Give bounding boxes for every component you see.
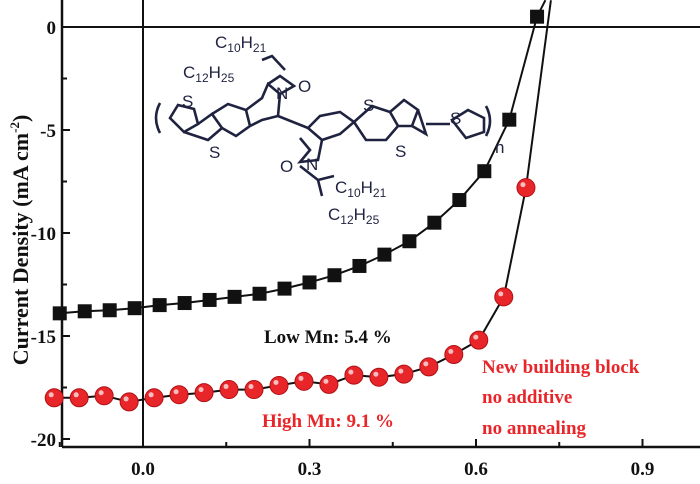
data-point-highlight xyxy=(198,387,204,393)
data-point-highlight xyxy=(298,375,304,381)
svg-text:C10H21: C10H21 xyxy=(215,33,267,55)
data-point-high-mn xyxy=(516,178,536,198)
annotation-high-mn: High Mn: 9.1 % xyxy=(262,411,394,432)
data-point-low-mn xyxy=(202,292,217,307)
data-point-low-mn xyxy=(530,9,545,24)
data-point-highlight xyxy=(323,378,329,384)
data-point-low-mn xyxy=(277,281,292,296)
y-tick-label: -15 xyxy=(31,327,56,348)
data-point-highlight xyxy=(123,396,129,402)
data-point-high-mn xyxy=(294,371,314,391)
data-point-low-mn xyxy=(327,268,342,283)
annotation-new-building-block: New building block xyxy=(482,357,640,378)
svg-text:S: S xyxy=(395,142,406,161)
data-point-highlight xyxy=(398,368,404,374)
data-point-highlight xyxy=(498,291,504,297)
data-point-highlight xyxy=(248,384,254,390)
fit-curve-low-mn xyxy=(59,0,547,315)
data-point-high-mn xyxy=(219,380,239,400)
svg-text:C12H25: C12H25 xyxy=(183,63,235,85)
data-point-high-mn xyxy=(469,330,489,350)
svg-text:n: n xyxy=(495,138,504,157)
svg-text:N: N xyxy=(306,155,318,174)
svg-text:N: N xyxy=(276,84,288,103)
data-point-low-mn xyxy=(402,234,417,249)
data-point-high-mn xyxy=(44,388,64,408)
data-point-highlight xyxy=(520,182,526,188)
y-tick-label: -5 xyxy=(40,121,56,142)
data-point-high-mn xyxy=(244,380,264,400)
svg-text:S: S xyxy=(209,143,220,162)
data-point-high-mn xyxy=(144,388,164,408)
data-point-low-mn xyxy=(452,193,467,208)
x-tick-label: 0.0 xyxy=(131,459,155,480)
data-point-highlight xyxy=(73,392,79,398)
annotation-low-mn: Low Mn: 5.4 % xyxy=(264,327,392,348)
data-point-low-mn xyxy=(252,286,267,301)
svg-text:S: S xyxy=(450,109,461,128)
polymer-labels: C10H21 C12H25 C10H21 C12H25 S S N O O N … xyxy=(182,33,504,227)
data-point-highlight xyxy=(423,361,429,367)
data-point-low-mn xyxy=(152,298,167,313)
data-point-low-mn xyxy=(377,247,392,262)
y-tick-label: -20 xyxy=(31,430,56,451)
data-point-highlight xyxy=(448,349,454,355)
annotation-no-annealing: no annealing xyxy=(482,418,587,439)
data-point-highlight xyxy=(98,390,104,396)
x-tick-label: 0.9 xyxy=(631,459,655,480)
svg-text:O: O xyxy=(298,77,311,96)
data-point-high-mn xyxy=(119,392,139,412)
polymer-structure xyxy=(154,54,492,197)
data-point-low-mn xyxy=(127,301,142,316)
data-point-low-mn xyxy=(477,164,492,179)
data-point-low-mn xyxy=(177,296,192,311)
svg-text:C10H21: C10H21 xyxy=(335,178,387,200)
y-axis-label: Current Density (mA cm-2) xyxy=(7,115,33,366)
data-point-highlight xyxy=(373,371,379,377)
data-point-high-mn xyxy=(94,386,114,406)
data-point-low-mn xyxy=(77,304,92,319)
axes: 0.0 0.3 0.6 0.9 0 -5 -10 -15 -20 xyxy=(31,0,700,480)
data-point-highlight xyxy=(148,392,154,398)
data-points xyxy=(44,9,545,412)
data-point-low-mn xyxy=(302,275,317,290)
data-point-highlight xyxy=(348,369,354,375)
x-tick-label: 0.3 xyxy=(298,459,322,480)
svg-text:O: O xyxy=(280,157,293,176)
data-point-high-mn xyxy=(269,375,289,395)
data-point-low-mn xyxy=(52,306,67,321)
data-point-highlight xyxy=(473,334,479,340)
data-point-highlight xyxy=(48,392,54,398)
data-point-low-mn xyxy=(427,215,442,230)
data-point-high-mn xyxy=(494,287,514,307)
y-tick-label: -10 xyxy=(31,224,56,245)
data-point-low-mn xyxy=(102,303,117,318)
data-point-high-mn xyxy=(394,364,414,384)
x-tick-label: 0.6 xyxy=(464,459,488,480)
svg-text:S: S xyxy=(182,92,193,111)
svg-text:C12H25: C12H25 xyxy=(328,205,380,227)
svg-text:S: S xyxy=(363,96,374,115)
data-point-highlight xyxy=(223,384,229,390)
data-point-high-mn xyxy=(194,383,214,403)
data-point-low-mn xyxy=(227,289,242,304)
y-tick-label: 0 xyxy=(47,18,57,39)
data-point-high-mn xyxy=(444,345,464,365)
data-point-high-mn xyxy=(344,365,364,385)
data-point-high-mn xyxy=(69,388,89,408)
data-point-highlight xyxy=(273,379,279,385)
data-point-high-mn xyxy=(369,367,389,387)
data-point-high-mn xyxy=(319,374,339,394)
data-point-low-mn xyxy=(502,112,517,127)
annotation-no-additive: no additive xyxy=(482,387,572,408)
data-point-high-mn xyxy=(419,357,439,377)
data-point-high-mn xyxy=(169,385,189,405)
data-point-low-mn xyxy=(352,258,367,273)
data-point-highlight xyxy=(173,389,179,395)
